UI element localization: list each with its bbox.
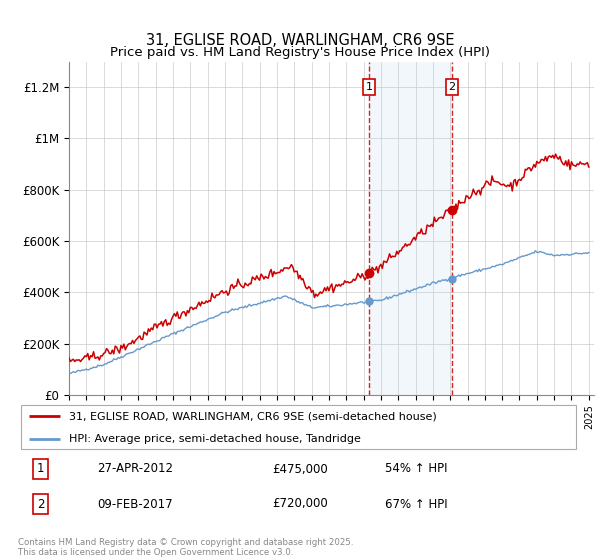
Text: 2: 2: [448, 82, 455, 92]
Bar: [369, 62, 452, 395]
Text: Price paid vs. HM Land Registry's House Price Index (HPI): Price paid vs. HM Land Registry's House …: [110, 46, 490, 59]
Text: Contains HM Land Registry data © Crown copyright and database right 2025.
This d: Contains HM Land Registry data © Crown c…: [18, 538, 353, 557]
Text: HPI: Average price, semi-detached house, Tandridge: HPI: Average price, semi-detached house,…: [69, 434, 361, 444]
FancyBboxPatch shape: [21, 405, 577, 449]
Text: 31, EGLISE ROAD, WARLINGHAM, CR6 9SE: 31, EGLISE ROAD, WARLINGHAM, CR6 9SE: [146, 32, 454, 48]
Text: 1: 1: [37, 463, 44, 475]
Text: £720,000: £720,000: [272, 497, 328, 511]
Text: 09-FEB-2017: 09-FEB-2017: [97, 497, 173, 511]
Text: £475,000: £475,000: [272, 463, 328, 475]
Text: 54% ↑ HPI: 54% ↑ HPI: [385, 463, 447, 475]
Text: 31, EGLISE ROAD, WARLINGHAM, CR6 9SE (semi-detached house): 31, EGLISE ROAD, WARLINGHAM, CR6 9SE (se…: [69, 411, 437, 421]
Text: 67% ↑ HPI: 67% ↑ HPI: [385, 497, 447, 511]
Text: 2: 2: [37, 497, 44, 511]
Text: 27-APR-2012: 27-APR-2012: [97, 463, 173, 475]
Text: 1: 1: [365, 82, 373, 92]
